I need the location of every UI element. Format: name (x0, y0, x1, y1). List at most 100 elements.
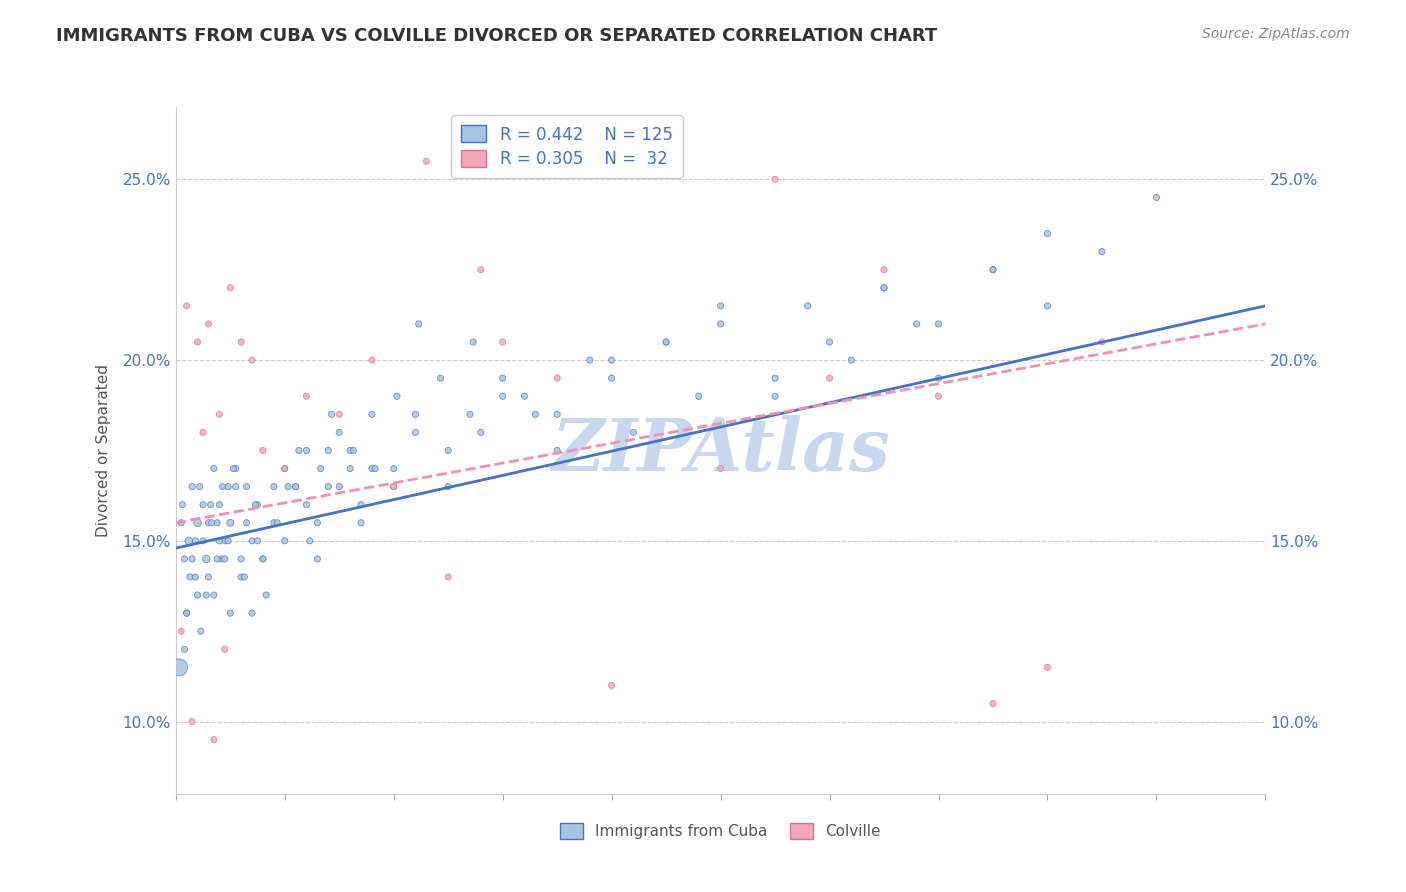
Point (364, 461, 387, 475)
Point (763, 389, 786, 403)
Point (470, 425, 492, 440)
Point (621, 425, 644, 440)
Point (274, 461, 297, 475)
Point (415, 154, 437, 169)
Point (437, 570, 460, 584)
Point (361, 407, 384, 421)
Point (225, 461, 247, 475)
Point (928, 317, 950, 331)
Point (382, 480, 405, 494)
Point (470, 262, 492, 277)
Point (458, 407, 481, 421)
Point (263, 516, 285, 530)
Point (240, 606, 263, 620)
Point (763, 371, 786, 385)
Point (1091, 244, 1114, 259)
Point (177, 533, 200, 548)
Point (173, 552, 195, 566)
Point (307, 516, 329, 530)
Point (600, 371, 623, 385)
Point (197, 516, 219, 530)
Point (191, 498, 214, 512)
Point (342, 443, 364, 458)
Point (184, 570, 207, 584)
Point (298, 533, 321, 548)
Point (905, 317, 928, 331)
Point (202, 588, 225, 602)
Point (928, 389, 950, 403)
Point (191, 425, 214, 440)
Point (190, 624, 212, 639)
Point (710, 317, 733, 331)
Point (339, 461, 361, 475)
Point (405, 407, 427, 421)
Point (328, 480, 350, 494)
Point (214, 533, 236, 548)
Point (186, 334, 209, 349)
Point (225, 480, 247, 494)
Point (184, 533, 207, 548)
Point (263, 480, 285, 494)
Point (176, 299, 198, 313)
Point (176, 606, 198, 620)
Point (579, 353, 602, 368)
Point (1036, 299, 1059, 313)
Point (328, 425, 350, 440)
Point (167, 660, 190, 674)
Point (295, 498, 318, 512)
Point (208, 498, 231, 512)
Point (284, 480, 307, 494)
Point (288, 443, 311, 458)
Point (361, 461, 384, 475)
Point (245, 498, 267, 512)
Point (214, 552, 236, 566)
Point (655, 334, 678, 349)
Point (219, 516, 242, 530)
Point (463, 334, 485, 349)
Point (217, 533, 239, 548)
Point (437, 480, 460, 494)
Point (339, 443, 361, 458)
Point (405, 425, 427, 440)
Point (873, 281, 896, 295)
Point (492, 371, 515, 385)
Point (222, 461, 245, 475)
Point (186, 588, 209, 602)
Point (235, 516, 257, 530)
Point (170, 624, 193, 639)
Point (277, 480, 299, 494)
Point (197, 570, 219, 584)
Point (437, 443, 460, 458)
Point (818, 371, 841, 385)
Point (1036, 660, 1059, 674)
Point (179, 570, 201, 584)
Point (246, 533, 269, 548)
Point (254, 588, 277, 602)
Point (318, 480, 340, 494)
Point (235, 480, 257, 494)
Point (1036, 227, 1059, 241)
Point (1146, 190, 1168, 204)
Point (492, 389, 515, 403)
Point (172, 498, 194, 512)
Point (181, 480, 204, 494)
Point (197, 317, 219, 331)
Point (205, 552, 228, 566)
Point (217, 480, 239, 494)
Point (307, 552, 329, 566)
Point (211, 480, 233, 494)
Point (214, 642, 236, 657)
Point (240, 533, 263, 548)
Point (233, 570, 256, 584)
Point (274, 533, 297, 548)
Point (600, 353, 623, 368)
Point (274, 461, 297, 475)
Point (201, 516, 224, 530)
Point (219, 281, 242, 295)
Point (202, 461, 225, 475)
Point (524, 407, 547, 421)
Point (429, 371, 451, 385)
Point (688, 389, 710, 403)
Point (208, 533, 231, 548)
Point (350, 516, 373, 530)
